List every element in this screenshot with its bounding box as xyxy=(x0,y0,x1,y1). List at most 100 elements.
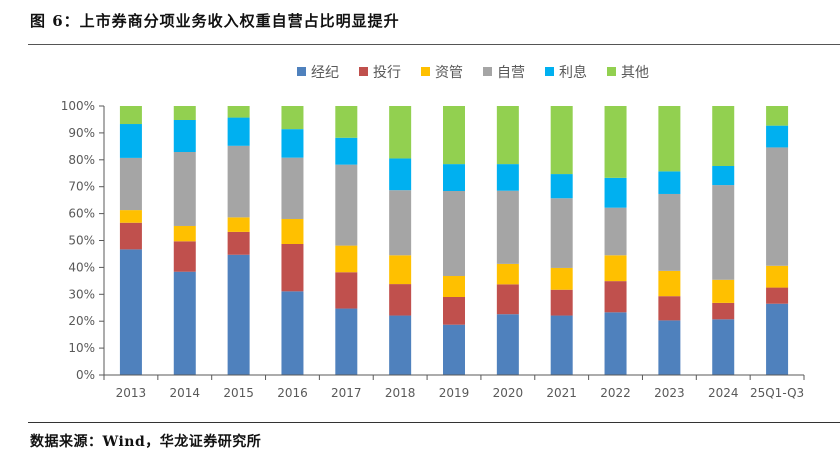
bar-segment-2018-1 xyxy=(389,284,412,316)
bar-segment-2023-3 xyxy=(658,193,681,271)
bar-segment-2017-2 xyxy=(335,245,358,273)
x-tick-label: 2024 xyxy=(708,386,739,400)
y-tick-label: 70% xyxy=(68,180,95,194)
bar-segment-2019-3 xyxy=(443,191,465,276)
bar-segment-2017-5 xyxy=(335,106,358,138)
bar-segment-2021-2 xyxy=(550,267,573,290)
bar-segment-2023-5 xyxy=(658,106,681,172)
legend-swatch-0 xyxy=(297,67,306,76)
bar-segment-2013-3 xyxy=(119,157,142,211)
bar-segment-2019-5 xyxy=(443,106,465,165)
x-tick-label: 2018 xyxy=(385,386,416,400)
bar-segment-2018-5 xyxy=(389,106,412,159)
x-tick-label: 2014 xyxy=(169,386,200,400)
legend-swatch-3 xyxy=(483,67,492,76)
bar-segment-2016-4 xyxy=(281,129,304,158)
y-axis: 0% 10% 20% 30% 40% 50% 60% 70% 80% 90% 100% xyxy=(61,99,105,382)
bar-segment-2024-1 xyxy=(712,302,735,320)
y-tick-label: 30% xyxy=(68,287,95,301)
bar-segment-2020-4 xyxy=(496,164,519,191)
bar-segment-2013-5 xyxy=(119,106,142,125)
bar-group xyxy=(119,106,789,375)
bar-segment-2015-0 xyxy=(227,254,250,375)
legend-label-5: 其他 xyxy=(621,65,649,81)
bar-segment-25Q1-Q3-4 xyxy=(766,125,789,148)
bar-segment-2020-0 xyxy=(496,314,519,375)
bar-segment-2019-1 xyxy=(443,296,465,325)
y-tick-label: 80% xyxy=(68,153,95,167)
bar-segment-2017-1 xyxy=(335,272,358,309)
bar-segment-2022-1 xyxy=(604,281,627,313)
bar-segment-2022-4 xyxy=(604,177,627,208)
bar-segment-25Q1-Q3-2 xyxy=(766,265,789,288)
bar-segment-2023-2 xyxy=(658,270,681,297)
bar-segment-2013-1 xyxy=(119,222,142,250)
bar-segment-2023-4 xyxy=(658,171,681,194)
bar-segment-2017-0 xyxy=(335,308,358,375)
bar-segment-2015-3 xyxy=(227,145,250,218)
x-tick-label: 2016 xyxy=(277,386,308,400)
bar-segment-2022-3 xyxy=(604,207,627,256)
bar-segment-25Q1-Q3-0 xyxy=(766,303,789,375)
bar-segment-2019-2 xyxy=(443,276,465,297)
bar-segment-25Q1-Q3-1 xyxy=(766,287,789,304)
title-divider xyxy=(28,44,840,45)
bar-segment-2019-4 xyxy=(443,164,465,191)
bar-segment-2015-1 xyxy=(227,231,250,255)
bar-segment-2014-2 xyxy=(173,225,196,242)
bar-segment-2015-2 xyxy=(227,217,250,232)
bar-segment-2014-0 xyxy=(173,271,196,375)
bar-segment-2024-0 xyxy=(712,319,735,375)
stacked-bar-chart: 经纪 投行 资管 自营 利息 其他 0% 10% 20% 30% 40% 50% 60% 70% 80% 9… xyxy=(61,64,805,400)
x-tick-label: 2015 xyxy=(223,386,254,400)
bar-segment-2015-5 xyxy=(227,106,250,118)
bar-segment-2024-5 xyxy=(712,106,735,166)
source-divider xyxy=(28,422,840,423)
x-tick-label: 2023 xyxy=(654,386,685,400)
x-tick-label: 2021 xyxy=(546,386,577,400)
legend-label-3: 自营 xyxy=(497,65,525,81)
bar-segment-2022-0 xyxy=(604,312,627,375)
y-tick-label: 60% xyxy=(68,207,95,221)
bar-segment-2016-1 xyxy=(281,244,304,292)
bar-segment-2018-4 xyxy=(389,158,412,191)
x-tick-label: 25Q1-Q3 xyxy=(750,386,804,400)
y-tick-label: 10% xyxy=(68,341,95,355)
bar-segment-2024-4 xyxy=(712,165,735,186)
bar-segment-2016-0 xyxy=(281,291,304,375)
bar-segment-2014-3 xyxy=(173,152,196,226)
legend-swatch-2 xyxy=(421,67,430,76)
bar-segment-2024-3 xyxy=(712,185,735,280)
legend-swatch-1 xyxy=(359,67,368,76)
y-tick-label: 100% xyxy=(61,99,95,113)
bar-segment-2017-3 xyxy=(335,164,358,246)
bar-segment-2021-1 xyxy=(550,289,573,316)
bar-segment-2018-0 xyxy=(389,315,412,375)
bar-segment-2020-5 xyxy=(496,106,519,165)
legend-swatch-5 xyxy=(607,67,616,76)
bar-segment-2021-4 xyxy=(550,174,573,199)
x-tick-label: 2020 xyxy=(493,386,524,400)
bar-segment-2019-0 xyxy=(443,324,465,375)
x-axis: 2013 2014 2015 2016 2017 2018 2019 2020 2021 2022… xyxy=(103,374,805,400)
legend-label-4: 利息 xyxy=(559,64,587,81)
bar-segment-25Q1-Q3-5 xyxy=(766,106,789,126)
source-note: 数据来源：Wind，华龙证券研究所 xyxy=(30,434,262,450)
bar-segment-2022-5 xyxy=(604,106,627,178)
y-tick-label: 40% xyxy=(68,260,95,274)
bar-segment-2020-3 xyxy=(496,190,519,264)
x-tick-label: 2013 xyxy=(116,386,147,400)
legend-swatch-4 xyxy=(545,67,554,76)
bar-segment-2014-1 xyxy=(173,241,196,272)
y-tick-label: 20% xyxy=(68,314,95,328)
bar-segment-2016-5 xyxy=(281,106,304,130)
y-tick-label: 90% xyxy=(68,126,95,140)
bar-segment-2021-5 xyxy=(550,106,573,175)
y-tick-label: 0% xyxy=(76,368,95,382)
legend-label-2: 资管 xyxy=(435,65,463,81)
y-tick-label: 50% xyxy=(68,234,95,248)
bar-segment-2017-4 xyxy=(335,137,358,165)
bar-segment-2020-2 xyxy=(496,263,519,285)
chart-legend: 经纪 投行 资管 自营 利息 其他 xyxy=(297,64,649,81)
bar-segment-2013-4 xyxy=(119,124,142,158)
